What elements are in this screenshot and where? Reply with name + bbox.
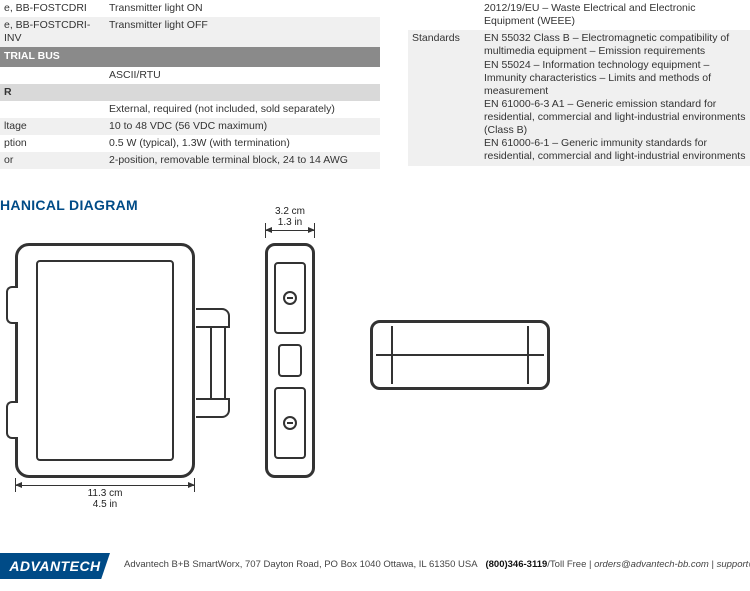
side-view	[265, 243, 315, 478]
mount-bracket	[196, 308, 230, 418]
table-row: e, BB-FOSTCDRI-INVTransmitter light OFF	[0, 17, 380, 47]
right-spec-table: 2012/19/EU – Waste Electrical and Electr…	[408, 0, 750, 166]
table-row: ASCII/RTU	[0, 67, 380, 84]
dim-width-line	[15, 485, 195, 486]
dim-depth-line	[265, 230, 315, 231]
front-view	[15, 243, 195, 478]
table-row: StandardsEN 55032 Class B – Electromagne…	[408, 30, 750, 165]
top-view	[370, 320, 550, 390]
dim-depth-label: 3.2 cm 1.3 in	[258, 206, 322, 228]
mechanical-diagram: 3.2 cm 1.3 in 11.3 cm 4.5 in	[0, 218, 560, 518]
table-row: ltage10 to 48 VDC (56 VDC maximum)	[0, 118, 380, 135]
section-header: TRIAL BUS	[0, 47, 380, 66]
table-row: External, required (not included, sold s…	[0, 101, 380, 118]
mechanical-diagram-heading: HANICAL DIAGRAM	[0, 197, 138, 213]
dim-width-label: 11.3 cm 4.5 in	[75, 488, 135, 510]
sub-header: R	[0, 84, 380, 101]
page-footer: ADVANTECH Advantech B+B SmartWorx, 707 D…	[0, 545, 750, 591]
table-row: e, BB-FOSTCDRITransmitter light ON	[0, 0, 380, 17]
advantech-logo: ADVANTECH	[0, 553, 110, 579]
left-spec-table: e, BB-FOSTCDRITransmitter light ONe, BB-…	[0, 0, 380, 169]
footer-text: Advantech B+B SmartWorx, 707 Dayton Road…	[124, 559, 750, 570]
table-row: 2012/19/EU – Waste Electrical and Electr…	[408, 0, 750, 30]
table-row: ption0.5 W (typical), 1.3W (with termina…	[0, 135, 380, 152]
table-row: or2-position, removable terminal block, …	[0, 152, 380, 169]
